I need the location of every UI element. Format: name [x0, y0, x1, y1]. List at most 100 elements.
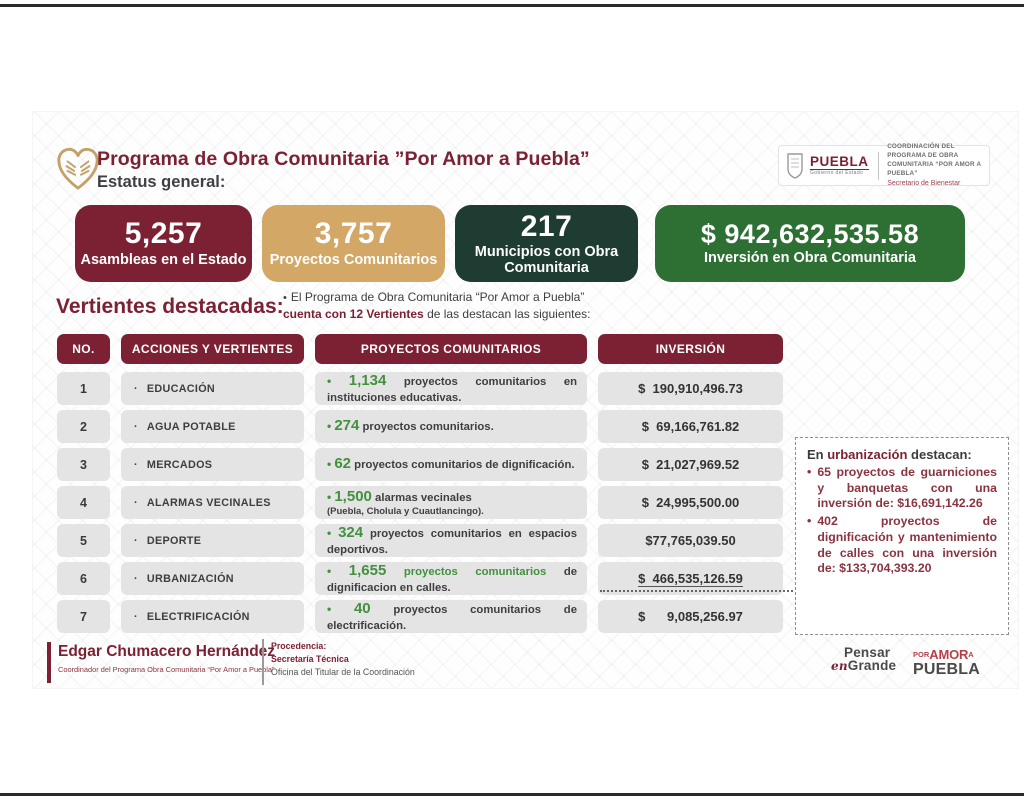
- por-amor-a-puebla-logo: PORAMORA PUEBLA: [913, 647, 980, 679]
- brand-line1: COORDINACIÓN DEL PROGRAMA DE OBRA: [887, 142, 959, 159]
- proyectos-cell: • 62 proyectos comunitarios de dignifica…: [315, 448, 587, 481]
- inversion-cell: $ 9,085,256.97: [598, 600, 783, 633]
- pensar-en-grande-logo: Pensar enGrande: [831, 645, 897, 673]
- stat-value: 3,757: [314, 217, 393, 251]
- pensar-word: Pensar: [844, 645, 891, 660]
- accion-cell: · ALARMAS VECINALES: [121, 486, 304, 519]
- row-number: 6: [57, 562, 110, 595]
- proyectos-desc: proyectos comunitarios de electrificació…: [327, 604, 577, 632]
- inversion-value: $ 24,995,500.00: [641, 495, 740, 510]
- proyectos-desc: de dignificacion en calles.: [327, 566, 578, 594]
- procedencia-label: Procedencia:: [271, 641, 327, 651]
- proyectos-cell: • 1,500 alarmas vecinales (Puebla, Cholul…: [315, 486, 587, 519]
- procedencia-line1: Secretaría Técnica: [271, 653, 349, 664]
- a-word: A: [968, 650, 974, 659]
- inversion-cell: $ 24,995,500.00: [598, 486, 783, 519]
- puebla-word: PUEBLA: [913, 661, 980, 679]
- dot-icon: ·: [134, 382, 138, 395]
- stat-value: 5,257: [124, 217, 203, 251]
- bullet-icon: •: [327, 374, 332, 389]
- stat-label: Asambleas en el Estado: [80, 251, 247, 268]
- coordinator-name: Edgar Chumacero Hernández: [58, 643, 276, 660]
- urbanizacion-callout: En urbanización destacan: • 65 proyectos…: [795, 437, 1009, 635]
- proyectos-green-text: proyectos comunitarios: [403, 566, 547, 579]
- stat-card-municipios: 217 Municipios con Obra Comunitaria: [455, 205, 638, 282]
- bullet-icon: •: [327, 602, 332, 617]
- row-number: 4: [57, 486, 110, 519]
- bullet-icon: •: [327, 526, 332, 541]
- por-word: POR: [913, 650, 930, 659]
- stat-card-asambleas: 5,257 Asambleas en el Estado: [75, 205, 252, 282]
- row-number: 5: [57, 524, 110, 557]
- accion-cell: · URBANIZACIÓN: [121, 562, 304, 595]
- crest-icon: [787, 152, 803, 179]
- footer-divider: [262, 639, 264, 685]
- proyectos-count: 324: [338, 524, 364, 542]
- accion-label: AGUA POTABLE: [146, 420, 236, 433]
- proyectos-count: 1,655: [348, 562, 387, 580]
- accion-cell: · AGUA POTABLE: [121, 410, 304, 443]
- proyectos-desc: proyectos comunitarios en instituciones …: [327, 376, 578, 404]
- accion-cell: · DEPORTE: [121, 524, 304, 557]
- proyectos-count: 274: [334, 417, 360, 435]
- proyectos-desc: alarmas vecinales: [375, 491, 472, 504]
- accion-label: MERCADOS: [146, 458, 213, 471]
- stat-card-inversion: $ 942,632,535.58 Inversión en Obra Comun…: [655, 205, 965, 282]
- brand-coordination-text: COORDINACIÓN DEL PROGRAMA DE OBRA COMUNI…: [887, 142, 982, 190]
- brand-tagline: Gobierno del Estado: [810, 169, 869, 176]
- brand-line2: COMUNITARIA “POR AMOR A PUEBLA”: [887, 160, 981, 178]
- callout-intro-bold: urbanización: [827, 447, 908, 462]
- slide: Programa de Obra Comunitaria ”Por Amor a…: [33, 112, 1018, 688]
- inversion-value: $77,765,039.50: [645, 533, 736, 548]
- puebla-logo-block: PUEBLA Gobierno del Estado COORDINACIÓN …: [778, 143, 990, 187]
- vertientes-table: NO. ACCIONES Y VERTIENTES PROYECTOS COMU…: [57, 334, 783, 633]
- accion-label: ALARMAS VECINALES: [146, 496, 271, 509]
- bullet-icon: •: [327, 419, 332, 434]
- callout-item: • 65 proyectos de guarniciones y banquet…: [807, 465, 997, 512]
- accion-cell: · ELECTRIFICACIÓN: [121, 600, 304, 633]
- vertientes-note: • El Programa de Obra Comunitaria “Por Am…: [283, 289, 648, 323]
- brand-wordmark: PUEBLA Gobierno del Estado: [810, 155, 869, 177]
- footer-accent-bar: [47, 642, 51, 683]
- proyectos-count: 1,134: [348, 372, 387, 390]
- inversion-value: $ 466,535,126.59: [638, 570, 743, 587]
- bullet-icon: •: [283, 292, 287, 304]
- accion-label: EDUCACIÓN: [146, 382, 215, 395]
- row-number: 2: [57, 410, 110, 443]
- inversion-cell: $ 190,910,496.73: [598, 372, 783, 405]
- grande-word: Grande: [847, 657, 897, 673]
- proyectos-desc: proyectos comunitarios en espacios depor…: [327, 528, 577, 556]
- accion-cell: · EDUCACIÓN: [121, 372, 304, 405]
- proyectos-cell: • 40 proyectos comunitarios de electrifi…: [315, 600, 587, 633]
- col-header-proyectos: PROYECTOS COMUNITARIOS: [315, 334, 587, 364]
- dot-icon: ·: [134, 496, 138, 509]
- brand-name: PUEBLA: [810, 153, 869, 169]
- amor-word: AMOR: [929, 647, 969, 662]
- accion-label: URBANIZACIÓN: [146, 572, 234, 585]
- inversion-cell: $77,765,039.50: [598, 524, 783, 557]
- proyectos-subnote: (Puebla, Cholula y Cuautlancingo).: [327, 505, 484, 517]
- col-header-no: NO.: [57, 334, 110, 364]
- accion-label: DEPORTE: [146, 534, 202, 547]
- procedencia-block: Procedencia: Secretaría Técnica Oficina …: [271, 640, 415, 678]
- proyectos-desc: proyectos comunitarios.: [362, 421, 494, 434]
- callout-item-text: 65 proyectos de guarniciones y banquetas…: [817, 465, 997, 511]
- stat-label: Municipios con Obra Comunitaria: [474, 244, 619, 276]
- note-line1: El Programa de Obra Comunitaria “Por Amo…: [290, 290, 585, 304]
- proyectos-cell: • 324 proyectos comunitarios en espacios…: [315, 524, 587, 557]
- dot-icon: ·: [134, 572, 138, 585]
- top-rule: [0, 4, 1024, 7]
- inversion-cell-urbanizacion: $ 466,535,126.59: [598, 562, 783, 595]
- note-rest: de las destacan las siguientes:: [423, 307, 591, 322]
- page-subtitle: Estatus general:: [97, 173, 226, 191]
- row-number: 7: [57, 600, 110, 633]
- callout-item-text: 402 proyectos de dignificación y manteni…: [817, 514, 997, 576]
- stat-value: $ 942,632,535.58: [700, 219, 920, 250]
- bullet-icon: •: [807, 514, 812, 529]
- col-header-acciones: ACCIONES Y VERTIENTES: [121, 334, 304, 364]
- bullet-icon: •: [807, 465, 812, 479]
- en-word: en: [831, 658, 848, 673]
- dot-icon: ·: [134, 458, 138, 471]
- row-number: 3: [57, 448, 110, 481]
